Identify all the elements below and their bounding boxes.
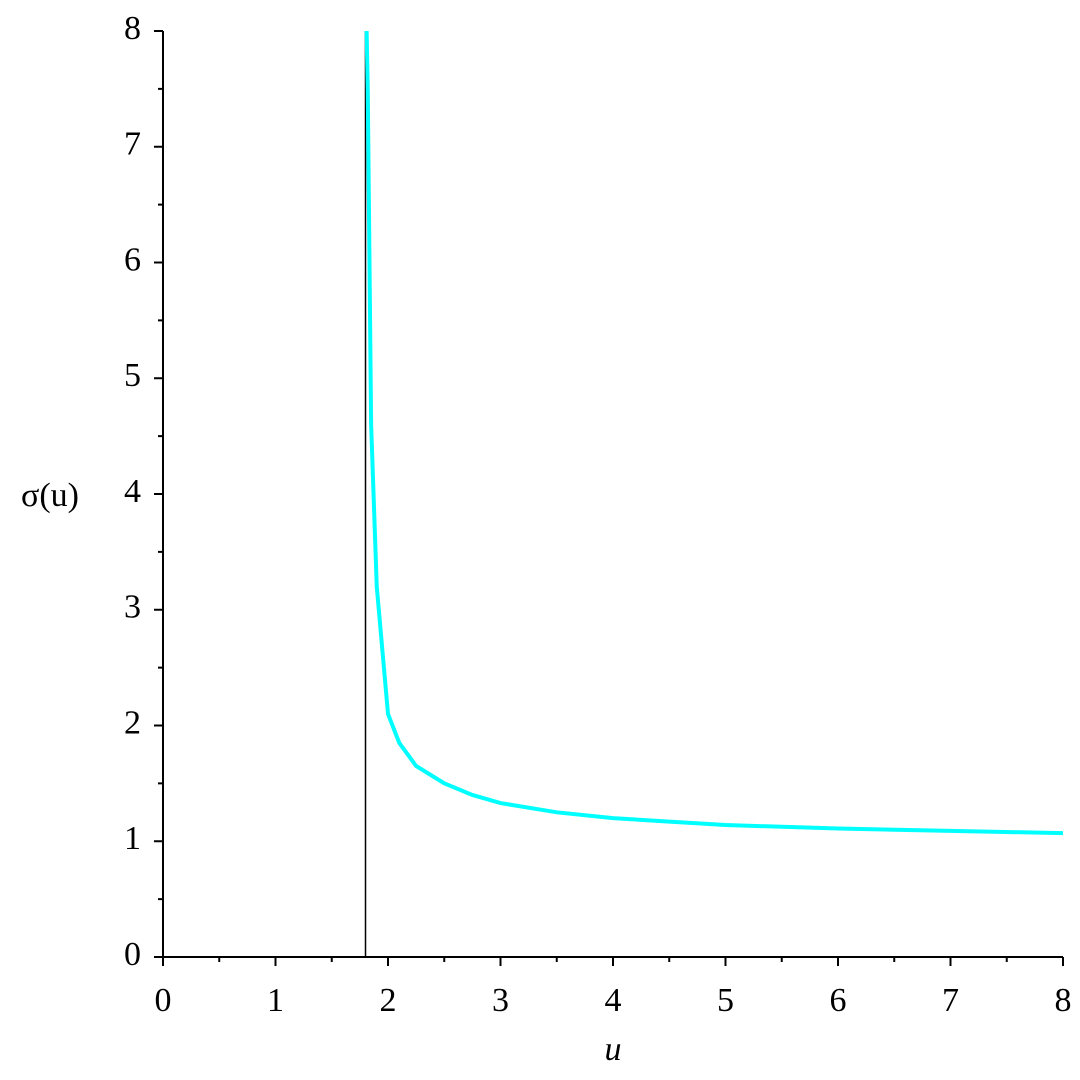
- y-tick-label: 6: [124, 241, 141, 278]
- y-tick-label: 2: [124, 704, 141, 741]
- x-tick-label: 5: [717, 982, 734, 1019]
- x-tick-label: 8: [1055, 982, 1072, 1019]
- y-tick-label: 1: [124, 820, 141, 857]
- y-tick-label: 7: [124, 126, 141, 163]
- y-tick-label: 0: [124, 936, 141, 973]
- y-tick-label: 4: [124, 473, 141, 510]
- x-tick-label: 6: [830, 982, 847, 1019]
- y-tick-label: 8: [124, 10, 141, 47]
- data-line: [364, 30, 1064, 836]
- x-tick-label: 3: [492, 982, 509, 1019]
- x-axis-label: u: [605, 1031, 622, 1068]
- x-tick-label: 1: [267, 982, 284, 1019]
- y-axis-label: σ(u): [21, 477, 79, 514]
- y-tick-label: 5: [124, 357, 141, 394]
- x-tick-label: 7: [942, 982, 959, 1019]
- x-tick-label: 2: [380, 982, 397, 1019]
- x-tick-label: 0: [155, 982, 172, 1019]
- x-tick-label: 4: [605, 982, 622, 1019]
- y-tick-label: 3: [124, 589, 141, 626]
